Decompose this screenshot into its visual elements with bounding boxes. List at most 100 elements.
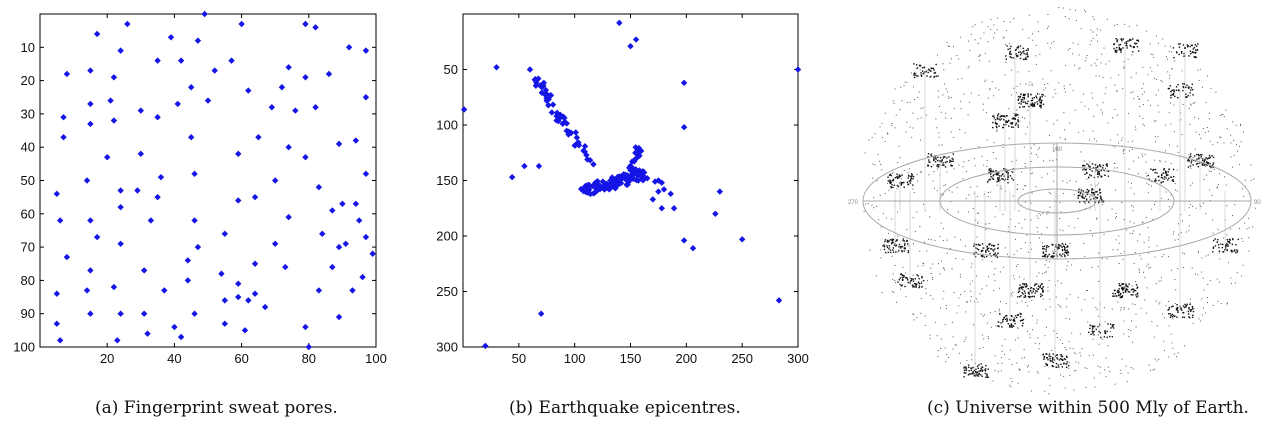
galaxy-dot [911,136,913,138]
galaxy-cluster-dot [1187,94,1189,97]
galaxy-cluster-dot [1033,104,1035,106]
galaxy-dot [991,261,993,263]
galaxy-dot [943,290,945,292]
galaxy-dot [907,172,909,174]
galaxy-cluster-dot [1125,44,1127,46]
chart-a-point [272,240,279,247]
galaxy-cluster-dot [985,255,988,258]
galaxy-cluster-dot [975,243,977,246]
galaxy-cluster-dot [1040,106,1042,109]
galaxy-dot [1095,170,1097,172]
galaxy-dot [926,69,928,71]
galaxy-cluster-dot [1052,252,1055,255]
galaxy-dot [873,197,875,199]
galaxy-cluster-dot [1086,172,1088,174]
galaxy-cluster-dot [1013,317,1016,319]
galaxy-dot [1078,131,1080,133]
galaxy-dot [1122,152,1124,154]
galaxy-cluster-dot [1118,283,1121,285]
galaxy-dot [1223,142,1225,144]
galaxy-cluster-dot [1059,253,1061,256]
galaxy-dot [1023,146,1025,148]
galaxy-dot [1233,139,1235,141]
galaxy-cluster-dot [1236,249,1238,251]
galaxy-dot [1069,242,1071,244]
galaxy-dot [1008,170,1010,172]
galaxy-cluster-dot [1168,308,1170,310]
universe-map-rings: 270 90 180 [848,142,1261,260]
galaxy-cluster-dot [927,156,929,158]
galaxy-dot [899,109,901,111]
galaxy-dot [1060,211,1062,213]
galaxy-cluster-dot [1029,290,1032,292]
galaxy-cluster-dot [1190,155,1192,158]
galaxy-cluster-dot [1125,283,1127,285]
galaxy-dot [893,245,895,247]
galaxy-dot [1240,275,1242,277]
chart-a-point [188,134,195,141]
galaxy-cluster-dot [952,160,954,162]
galaxy-cluster-dot [1096,196,1099,199]
galaxy-cluster-dot [982,369,984,371]
galaxy-cluster-dot [909,277,912,280]
galaxy-dot [1087,290,1089,292]
galaxy-cluster-dot [1135,296,1138,298]
galaxy-dot [925,292,927,294]
galaxy-cluster-dot [1227,241,1229,243]
galaxy-cluster-dot [1089,198,1092,201]
galaxy-cluster-dot [973,375,976,377]
galaxy-dot [1055,296,1057,298]
galaxy-cluster-dot [999,116,1001,118]
galaxy-dot [1230,142,1232,144]
galaxy-dot [1219,258,1221,260]
galaxy-cluster-dot [1091,325,1093,327]
chart-b-cluster-point [553,109,561,117]
galaxy-cluster-dot [1170,176,1172,178]
galaxy-cluster-dot [889,179,891,181]
galaxy-cluster-dot [1135,294,1137,296]
galaxy-dot [1030,147,1032,149]
galaxy-cluster-dot [990,171,992,173]
galaxy-cluster-dot [943,155,945,158]
galaxy-cluster-dot [1007,175,1009,177]
galaxy-cluster-dot [1091,192,1093,194]
galaxy-cluster-dot [1022,93,1025,96]
galaxy-cluster-dot [1227,239,1229,241]
galaxy-cluster-dot [973,243,976,245]
galaxy-cluster-dot [1160,181,1162,184]
galaxy-dot [1102,204,1104,206]
galaxy-cluster-dot [1057,364,1060,366]
galaxy-cluster-dot [1011,122,1014,124]
galaxy-cluster-dot [1130,294,1132,296]
chart-b-cluster-point [632,166,639,173]
galaxy-dot [1043,83,1045,85]
galaxy-cluster-dot [1162,172,1165,174]
chart-a-point [154,193,161,201]
galaxy-dot [986,159,988,161]
galaxy-cluster-dot [918,64,921,67]
chart-a-point [302,20,309,28]
galaxy-dot [891,255,893,257]
galaxy-cluster-dot [1042,103,1045,106]
galaxy-dot [1000,357,1002,359]
galaxy-cluster-dot [1064,255,1066,258]
galaxy-cluster-dot [967,364,970,366]
galaxy-cluster-dot [1092,325,1094,327]
chart-a-point [87,67,94,74]
galaxy-cluster-dot [1012,118,1015,120]
galaxy-cluster-dot [929,76,932,78]
galaxy-dot [887,182,889,184]
galaxy-cluster-dot [1214,238,1216,240]
galaxy-dot [1170,269,1172,271]
galaxy-dot [1096,59,1098,61]
galaxy-dot [949,247,951,249]
galaxy-dot [1059,355,1061,357]
galaxy-dot [986,139,988,141]
galaxy-dot [966,359,968,361]
galaxy-cluster-dot [1064,358,1067,361]
galaxy-dot [1041,242,1043,244]
galaxy-cluster-dot [974,255,977,258]
galaxy-dot [1089,161,1091,163]
galaxy-dot [1221,114,1223,116]
galaxy-cluster-dot [1190,89,1192,91]
